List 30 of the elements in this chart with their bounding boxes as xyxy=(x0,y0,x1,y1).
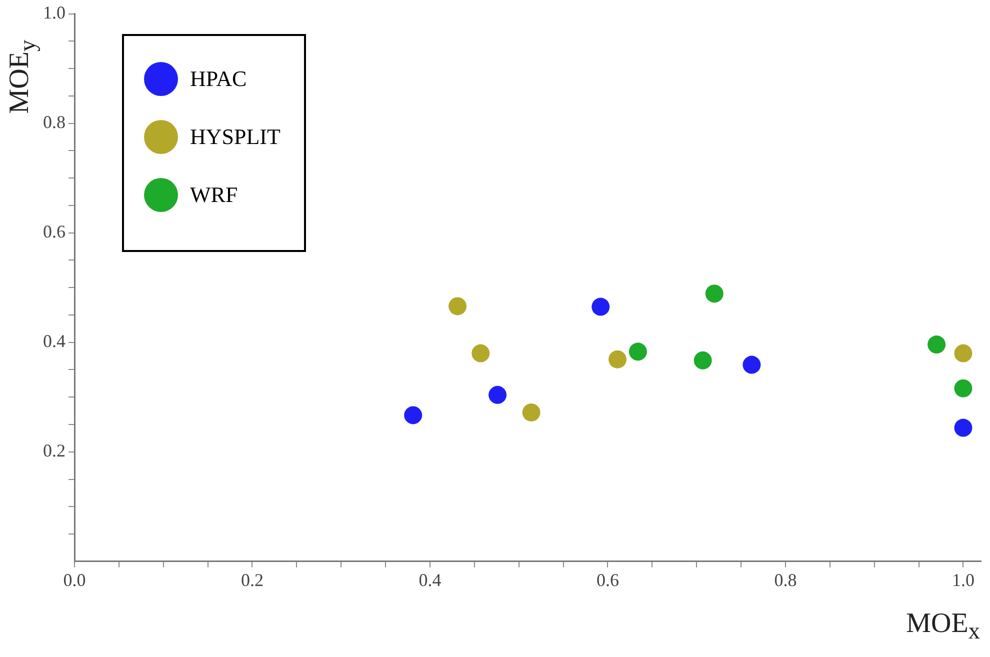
legend-label: WRF xyxy=(190,182,238,208)
point xyxy=(694,351,712,370)
legend-label: HPAC xyxy=(190,66,247,92)
x-tick-label: 0.2 xyxy=(240,570,264,590)
point xyxy=(522,403,540,422)
point xyxy=(928,336,946,354)
point xyxy=(472,344,490,362)
point xyxy=(954,344,972,362)
point xyxy=(592,298,610,316)
point xyxy=(404,406,422,424)
legend-label: HYSPLIT xyxy=(190,124,280,150)
point xyxy=(608,350,627,368)
x-tick-label: 0.0 xyxy=(63,570,86,590)
y-tick-label: 1.0 xyxy=(43,2,66,23)
x-axis-title: MOE$_{x}$ xyxy=(906,608,980,646)
point xyxy=(742,356,761,374)
y-tick-label: 0.6 xyxy=(43,222,66,242)
y-tick-label: 0.8 xyxy=(43,112,66,132)
y-tick-label: 0.2 xyxy=(43,440,66,461)
point xyxy=(954,379,972,398)
y-tick-label: 0.4 xyxy=(43,331,66,352)
x-tick-label: 1.0 xyxy=(952,570,974,590)
point xyxy=(954,418,972,437)
x-tick-label: 0.6 xyxy=(596,570,619,590)
point xyxy=(488,386,507,404)
point xyxy=(628,342,647,361)
x-tick-label: 0.8 xyxy=(774,570,797,590)
point xyxy=(448,297,467,316)
x-tick-label: 0.4 xyxy=(418,570,442,590)
point xyxy=(705,284,724,303)
